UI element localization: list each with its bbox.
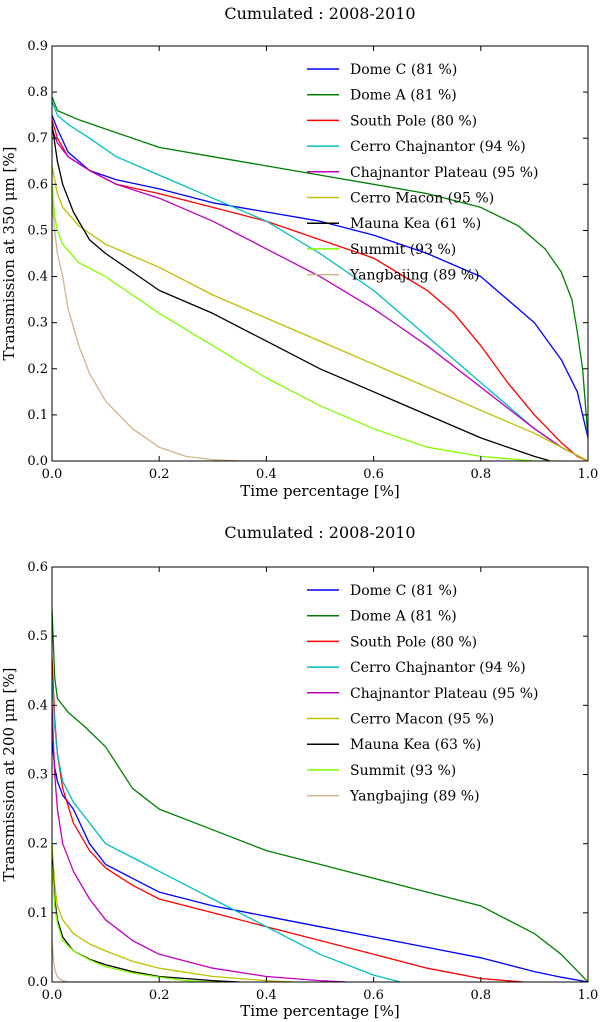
x-tick-label: 1.0 (578, 988, 599, 1003)
y-tick-label: 0.5 (27, 223, 48, 238)
legend-entry: Mauna Kea (63 %) (350, 737, 481, 753)
legend-entry: South Pole (80 %) (350, 634, 477, 650)
series-line-cerro-chajnantor (52, 101, 588, 461)
y-axis-label: Transmission at 350 μm [%] (0, 147, 18, 361)
legend-entry: Cerro Macon (95 %) (350, 191, 494, 207)
series-line-yangbajing (52, 940, 79, 982)
y-tick-label: 0.3 (27, 316, 48, 331)
legend-entry: Yangbajing (89 %) (349, 789, 480, 805)
x-axis-label: Time percentage [%] (240, 1002, 399, 1020)
x-tick-label: 0.0 (42, 467, 63, 482)
y-tick-label: 0.1 (27, 906, 48, 921)
x-tick-label: 0.2 (149, 467, 170, 482)
series-line-summit (52, 184, 567, 461)
legend-entry: Dome C (81 %) (350, 62, 457, 78)
x-tick-label: 0.2 (149, 988, 170, 1003)
chart-200um: Cumulated : 2008-2010 0.0 0.2 0.4 0.6 0.8 1.0 0… (0, 523, 598, 1020)
series-line-mauna-kea (52, 124, 551, 461)
y-tick-label: 0.4 (27, 698, 48, 713)
series-line-summit (52, 864, 213, 982)
x-tick-label: 0.8 (470, 467, 491, 482)
y-tick-label: 0.5 (27, 629, 48, 644)
plot-frame (51, 45, 589, 462)
legend-entry: Dome A (81 %) (350, 88, 457, 104)
x-tick-label: 0.6 (363, 467, 384, 482)
legend-entry: Cerro Macon (95 %) (350, 712, 494, 728)
legend-entry: Chajnantor Plateau (95 %) (350, 165, 538, 181)
x-tick-label: 0.6 (363, 988, 384, 1003)
x-tick-label: 0.8 (470, 988, 491, 1003)
chart-title: Cumulated : 2008-2010 (224, 4, 415, 23)
series-line-dome-a (52, 96, 588, 438)
series-line-dome-c (52, 739, 588, 982)
series-line-chajnantor-plateau (52, 128, 588, 461)
y-tick-label: 0.1 (27, 408, 48, 423)
y-tick-label: 0.3 (27, 768, 48, 783)
series-line-dome-c (52, 114, 588, 439)
y-tick-label: 0.7 (27, 131, 48, 146)
legend-entry: Dome A (81 %) (350, 609, 457, 625)
y-tick-label: 0.9 (27, 39, 48, 54)
y-tick-label: 0.6 (27, 177, 48, 192)
series-line-mauna-kea (52, 857, 240, 982)
legend-entry: Dome C (81 %) (350, 583, 457, 599)
chart-350um: Cumulated : 2008-2010 0.0 0.2 0.4 0.6 0.8 1.0 0… (0, 4, 598, 500)
series-line-dome-a (52, 608, 588, 982)
y-axis-label: Transmission at 200 μm [%] (0, 668, 18, 882)
legend-entry: Cerro Chajnantor (94 %) (350, 139, 526, 155)
legend-entry: Mauna Kea (61 %) (350, 216, 481, 232)
legend-entry: Yangbajing (89 %) (349, 268, 480, 284)
legend-entry: Cerro Chajnantor (94 %) (350, 660, 526, 676)
legend-entry: Summit (93 %) (350, 763, 456, 779)
series-line-south-pole (52, 656, 524, 982)
series-line-cerro-chajnantor (52, 677, 401, 982)
series-line-cerro-macon (52, 843, 294, 982)
series-line-cerro-macon (52, 165, 588, 461)
y-tick-label: 0.2 (27, 837, 48, 852)
x-tick-label: 0.4 (256, 467, 277, 482)
chart-title: Cumulated : 2008-2010 (224, 523, 415, 542)
series-line-chajnantor-plateau (52, 705, 347, 982)
y-tick-label: 0.0 (27, 454, 48, 469)
x-tick-label: 0.4 (256, 988, 277, 1003)
series-group (52, 96, 588, 461)
series-line-yangbajing (52, 198, 267, 461)
y-tick-label: 0.8 (27, 85, 48, 100)
y-tick-label: 0.6 (27, 560, 48, 575)
y-tick-label: 0.4 (27, 270, 48, 285)
y-tick-label: 0.2 (27, 362, 48, 377)
x-tick-label: 1.0 (578, 467, 599, 482)
x-axis-label: Time percentage [%] (240, 482, 399, 500)
legend-entry: Summit (93 %) (350, 242, 456, 258)
y-tick-label: 0.0 (27, 975, 48, 990)
legend-entry: Chajnantor Plateau (95 %) (350, 686, 538, 702)
legend-entry: South Pole (80 %) (350, 113, 477, 129)
x-tick-label: 0.0 (42, 988, 63, 1003)
